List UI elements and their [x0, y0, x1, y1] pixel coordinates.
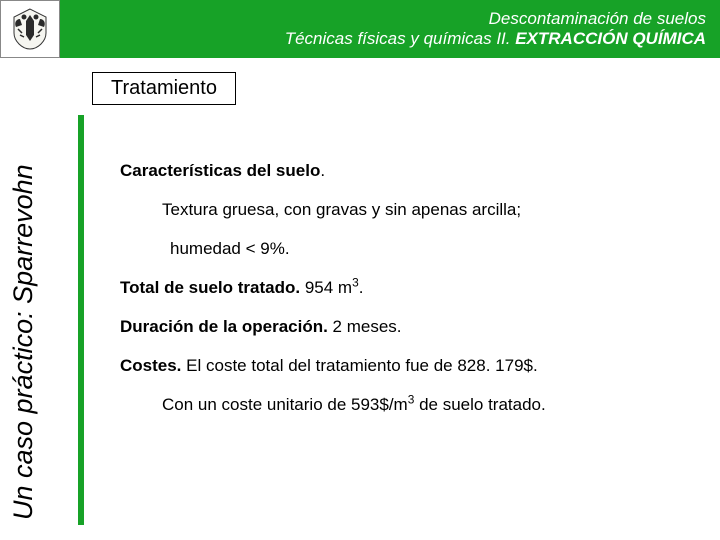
section-label-box: Tratamiento: [92, 72, 236, 105]
total-sup: 3: [352, 275, 359, 289]
cost-line: Costes. El coste total del tratamiento f…: [120, 355, 700, 378]
accent-vertical-bar: [78, 115, 84, 525]
soil-characteristics-heading: Características del suelo.: [120, 160, 700, 183]
cost-value: El coste total del tratamiento fue de 82…: [181, 356, 537, 375]
unit-cost-pre: Con un coste unitario de 593$/m: [162, 395, 408, 414]
total-value-pre: 954 m: [300, 278, 352, 297]
header-title-block: Descontaminación de suelos Técnicas físi…: [60, 0, 720, 58]
slide-body: Características del suelo. Textura grues…: [120, 160, 700, 433]
total-soil-line: Total de suelo tratado. 954 m3.: [120, 277, 700, 300]
soil-heading-suffix: .: [320, 161, 325, 180]
vertical-caption: Un caso práctico: Sparrevohn: [8, 0, 68, 120]
duration-value: 2 meses.: [328, 317, 402, 336]
duration-line: Duración de la operación. 2 meses.: [120, 316, 700, 339]
vertical-caption-text: Un caso práctico: Sparrevohn: [8, 120, 39, 520]
unit-cost-line: Con un coste unitario de 593$/m3 de suel…: [162, 394, 700, 417]
total-bold: Total de suelo tratado.: [120, 278, 300, 297]
duration-bold: Duración de la operación.: [120, 317, 328, 336]
texture-line: Textura gruesa, con gravas y sin apenas …: [162, 199, 700, 222]
header-line-2-prefix: Técnicas físicas y químicas II.: [285, 29, 516, 48]
humidity-line: humedad < 9%.: [170, 238, 700, 261]
slide-header: Descontaminación de suelos Técnicas físi…: [0, 0, 720, 58]
cost-bold: Costes.: [120, 356, 181, 375]
unit-cost-post: de suelo tratado.: [414, 395, 545, 414]
header-line-2-bold: EXTRACCIÓN QUÍMICA: [515, 29, 706, 48]
header-line-1: Descontaminación de suelos: [489, 9, 706, 29]
header-line-2: Técnicas físicas y químicas II. EXTRACCI…: [285, 29, 706, 49]
soil-heading-bold: Características del suelo: [120, 161, 320, 180]
total-value-post: .: [359, 278, 364, 297]
